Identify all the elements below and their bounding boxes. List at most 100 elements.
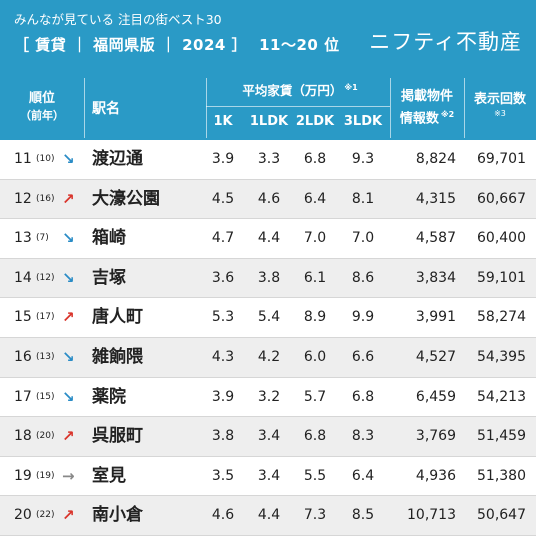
listings-label-1: 掲載物件 — [400, 89, 453, 104]
station-name: 唐人町 — [92, 307, 143, 328]
rank-prev-header-label: （前年） — [20, 109, 64, 122]
rank-value: 13 — [14, 230, 32, 247]
rent-1k-value: 5.3 — [211, 309, 235, 326]
avg-rent-note: ※1 — [344, 82, 358, 92]
rent-1ldk-value: 5.4 — [257, 309, 281, 326]
rent-1ldk-value: 3.3 — [257, 151, 281, 167]
table-row: 20 (22) ↗ 南小倉 4.6 4.4 7.3 8.5 10,713 50,647 — [0, 496, 536, 536]
rent-1ldk-value: 3.2 — [257, 388, 281, 405]
rank-value: 18 — [14, 428, 32, 445]
views-value: 69,701 — [477, 151, 526, 167]
views-value: 54,395 — [477, 349, 526, 365]
prev-rank-value: (22) — [36, 510, 55, 521]
rent-1k-value: 3.9 — [211, 388, 235, 405]
brand-logo: ニフティ不動産 — [369, 30, 522, 54]
trend-flat-icon: → — [62, 466, 75, 485]
rent-1k-value: 3.6 — [211, 269, 235, 286]
rent-1ldk-value: 4.4 — [257, 507, 281, 524]
views-value: 59,101 — [477, 269, 526, 286]
station-name: 雑餉隈 — [92, 347, 143, 367]
prev-rank-value: (12) — [36, 272, 55, 283]
rent-3ldk-value: 8.6 — [351, 269, 375, 286]
station-name: 吉塚 — [92, 267, 126, 288]
rank-value: 16 — [14, 349, 32, 365]
rent-1k-value: 4.3 — [211, 349, 235, 365]
views-value: 60,667 — [477, 190, 526, 207]
page-title: ［ 賃貸 ｜ 福岡県版 ｜ 2024 ］ 11〜20 位 — [14, 34, 340, 55]
header-divider — [390, 78, 391, 138]
col-2ldk-header: 2LDK — [295, 114, 335, 129]
rent-1k-value: 3.9 — [211, 151, 235, 167]
rent-2ldk-value: 5.5 — [303, 467, 327, 484]
trend-up-icon: ↗ — [62, 308, 75, 327]
listings-value: 8,824 — [415, 151, 456, 167]
table-row: 12 (16) ↗ 大濠公園 4.5 4.6 6.4 8.1 4,315 60,667 — [0, 179, 536, 220]
station-name: 大濠公園 — [92, 188, 160, 209]
prev-rank-value: (15) — [36, 391, 55, 402]
rent-3ldk-value: 8.1 — [351, 190, 375, 207]
listings-value: 3,769 — [415, 428, 456, 445]
views-note: ※3 — [494, 109, 506, 118]
listings-value: 4,936 — [415, 467, 456, 484]
station-name: 薬院 — [92, 386, 126, 407]
header-divider — [206, 106, 390, 107]
rank-header-label: 順位 — [28, 91, 55, 106]
rank-value: 14 — [14, 269, 32, 286]
trend-down-icon: ↘ — [62, 268, 75, 287]
rent-2ldk-value: 6.0 — [303, 349, 327, 365]
rent-2ldk-value: 7.0 — [303, 230, 327, 247]
rent-3ldk-value: 6.4 — [351, 467, 375, 484]
rent-1ldk-value: 3.8 — [257, 269, 281, 286]
rank-value: 20 — [14, 507, 32, 524]
rent-1ldk-value: 4.6 — [257, 190, 281, 207]
table-row: 14 (12) ↘ 吉塚 3.6 3.8 6.1 8.6 3,834 59,101 — [0, 258, 536, 299]
trend-up-icon: ↗ — [62, 189, 75, 208]
listings-value: 4,587 — [415, 230, 456, 247]
rent-3ldk-value: 9.9 — [351, 309, 375, 326]
header-divider — [206, 78, 207, 138]
prev-rank-value: (19) — [36, 470, 55, 481]
header-divider — [84, 78, 85, 138]
rent-2ldk-value: 6.8 — [303, 151, 327, 167]
prev-rank-value: (7) — [36, 233, 49, 244]
col-1k-header: 1K — [213, 114, 233, 129]
rent-2ldk-value: 5.7 — [303, 388, 327, 405]
rank-value: 11 — [14, 151, 32, 167]
views-header: 表示回数 ※3 — [464, 88, 536, 118]
prev-rank-value: (16) — [36, 193, 55, 204]
prev-rank-value: (10) — [36, 154, 55, 164]
trend-up-icon: ↗ — [62, 506, 75, 525]
rent-1ldk-value: 4.2 — [257, 349, 281, 365]
rent-3ldk-value: 9.3 — [351, 151, 375, 167]
listings-header: 掲載物件 情報数 ※2 — [390, 88, 464, 128]
views-value: 50,647 — [477, 507, 526, 524]
views-value: 54,213 — [477, 388, 526, 405]
rent-2ldk-value: 6.1 — [303, 269, 327, 286]
rank-header: 順位 （前年） — [12, 90, 72, 124]
station-name: 箱崎 — [92, 228, 126, 249]
views-value: 51,459 — [477, 428, 526, 445]
views-value: 60,400 — [477, 230, 526, 247]
rent-3ldk-value: 6.6 — [351, 349, 375, 365]
avg-rent-label: 平均家賃（万円） — [242, 83, 343, 98]
listings-label-2: 情報数 — [399, 111, 439, 127]
views-value: 58,274 — [477, 309, 526, 326]
views-label: 表示回数 — [473, 92, 526, 107]
col-3ldk-header: 3LDK — [343, 114, 383, 129]
avg-rent-header: 平均家賃（万円） ※1 — [210, 80, 390, 99]
rent-2ldk-value: 6.4 — [303, 190, 327, 207]
trend-down-icon: ↘ — [62, 150, 75, 168]
table-row: 15 (17) ↗ 唐人町 5.3 5.4 8.9 9.9 3,991 58,274 — [0, 298, 536, 338]
listings-value: 4,315 — [415, 190, 456, 207]
trend-up-icon: ↗ — [62, 427, 75, 446]
table-row: 16 (13) ↘ 雑餉隈 4.3 4.2 6.0 6.6 4,527 54,395 — [0, 338, 536, 378]
col-1ldk-header: 1LDK — [249, 114, 289, 129]
station-header: 駅名 — [92, 101, 120, 117]
rent-2ldk-value: 8.9 — [303, 309, 327, 326]
prev-rank-value: (20) — [36, 431, 55, 442]
rent-1k-value: 3.8 — [211, 428, 235, 445]
rent-1ldk-value: 3.4 — [257, 428, 281, 445]
rent-2ldk-value: 7.3 — [303, 507, 327, 524]
rank-value: 12 — [14, 190, 32, 207]
station-name: 南小倉 — [92, 505, 143, 526]
